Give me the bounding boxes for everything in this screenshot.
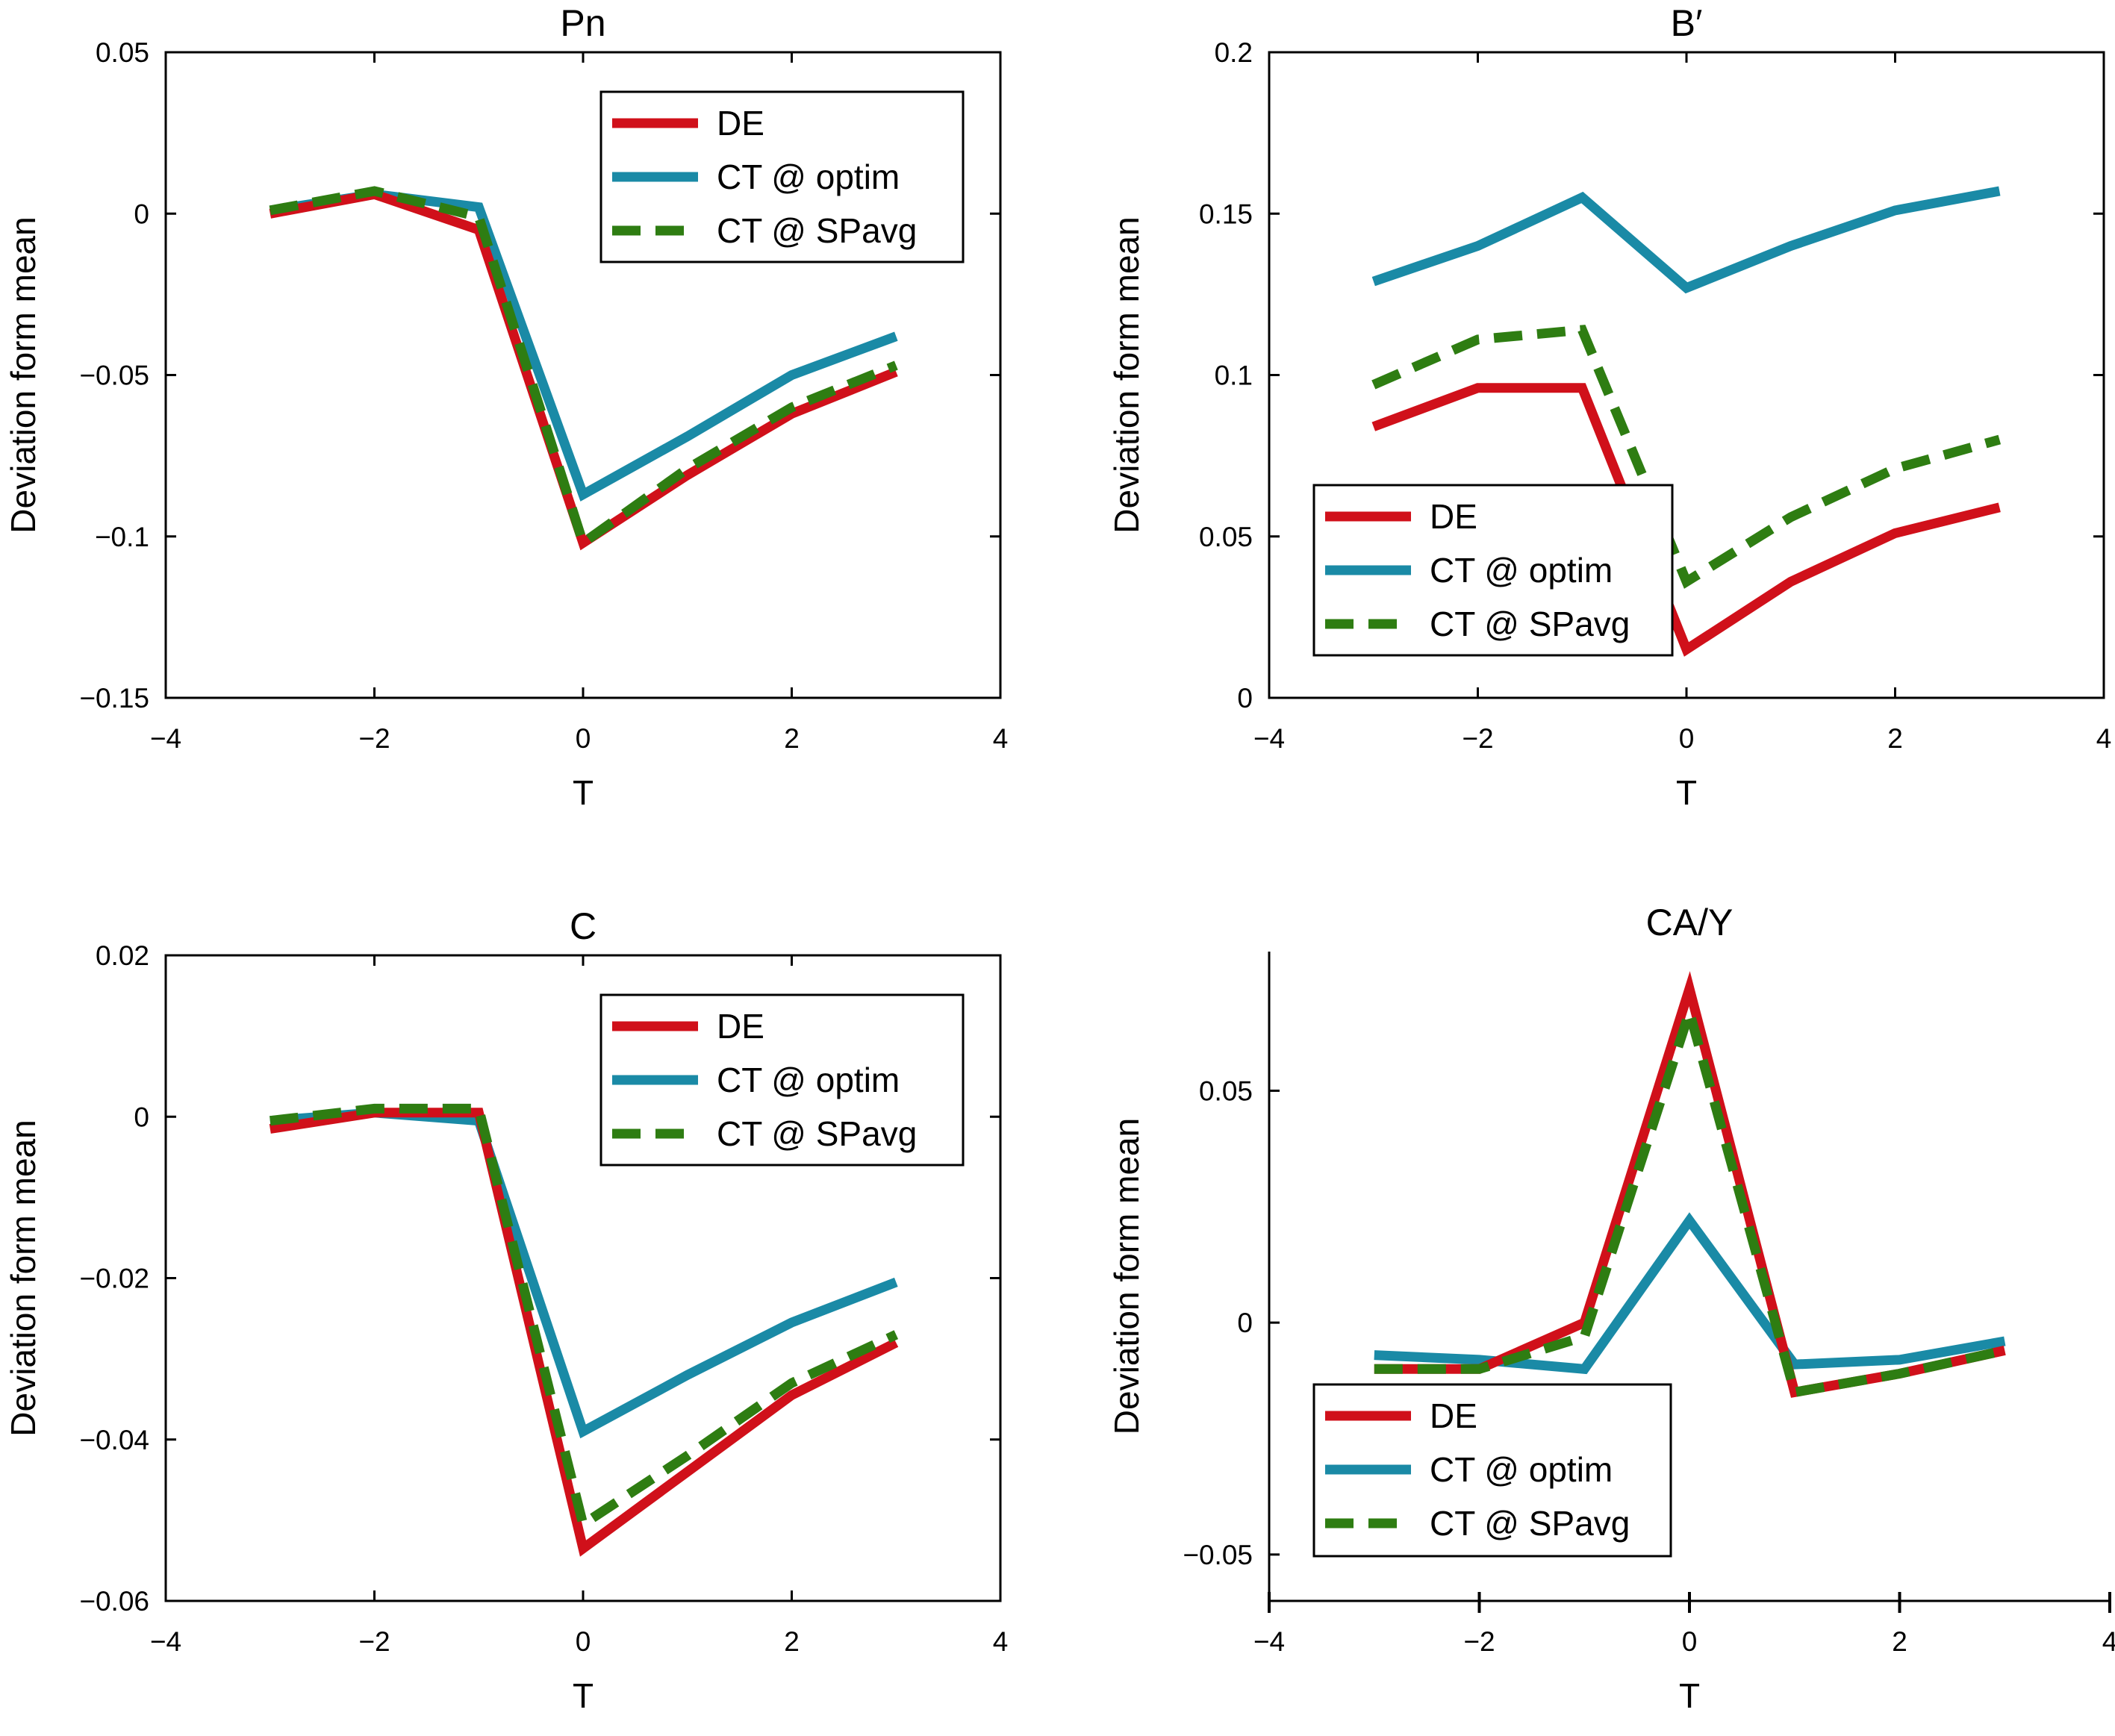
series-line-ct-spavg bbox=[269, 186, 898, 551]
x-tick-label: 2 bbox=[1887, 723, 1903, 754]
x-tick-label: −2 bbox=[1462, 723, 1493, 754]
y-tick-label: 0.15 bbox=[1199, 199, 1253, 229]
y-tick-label: −0.15 bbox=[79, 683, 149, 714]
y-tick-label: 0.2 bbox=[1215, 37, 1253, 68]
legend-label: CT @ SPavg bbox=[1430, 605, 1630, 643]
series-line-ct-optim bbox=[1374, 1212, 2006, 1375]
y-axis-label: Deviation form mean bbox=[1107, 216, 1146, 533]
x-tick-label: 4 bbox=[993, 723, 1009, 754]
x-tick-label: 0 bbox=[576, 1626, 591, 1657]
x-tick-label: 2 bbox=[1892, 1626, 1907, 1657]
chart-title: Pn bbox=[560, 2, 605, 44]
chart-panel: Pn −4 −2 0 2 4 −0.15 −0.1 −0.05 0 0.05 T Deviation f… bbox=[4, 2, 1008, 812]
chart-title: B′ bbox=[1671, 2, 1703, 44]
legend-label: CT @ SPavg bbox=[1430, 1504, 1630, 1543]
y-tick-label: −0.1 bbox=[95, 522, 149, 552]
legend: DE CT @ optim CT @ SPavg bbox=[1312, 484, 1674, 657]
chart-title: C bbox=[570, 905, 597, 947]
chart-panel: CA/Y −4 −2 0 2 4 −0.05 0 0.05 T Deviation form mea… bbox=[1107, 902, 2115, 1715]
legend: DE CT @ optim CT @ SPavg bbox=[1312, 1383, 1672, 1558]
y-tick-label: 0.05 bbox=[1199, 1075, 1253, 1106]
y-tick-label: 0.05 bbox=[1199, 522, 1253, 552]
x-tick-label: 0 bbox=[1682, 1626, 1698, 1657]
series-line-ct-spavg bbox=[270, 1103, 899, 1532]
legend-label: DE bbox=[717, 1007, 764, 1046]
x-axis-label: T bbox=[573, 773, 594, 812]
y-axis-label: Deviation form mean bbox=[4, 216, 43, 533]
x-tick-label: 4 bbox=[2096, 723, 2112, 754]
legend-label: CT @ optim bbox=[1430, 551, 1613, 590]
legend-label: DE bbox=[717, 104, 764, 143]
legend: DE CT @ optim CT @ SPavg bbox=[599, 90, 965, 263]
y-axis-label: Deviation form mean bbox=[4, 1120, 43, 1436]
legend-label: CT @ SPavg bbox=[717, 1114, 917, 1153]
series-line-de bbox=[1374, 971, 2006, 1398]
y-tick-label: −0.05 bbox=[1183, 1540, 1253, 1570]
y-tick-label: 0 bbox=[1237, 683, 1253, 714]
legend-label: CT @ optim bbox=[717, 157, 900, 196]
legend-label: DE bbox=[1430, 497, 1477, 536]
x-tick-label: 2 bbox=[784, 1626, 800, 1657]
x-tick-label: −4 bbox=[150, 1626, 181, 1657]
x-tick-label: 4 bbox=[2102, 1626, 2115, 1657]
legend-label: DE bbox=[1430, 1396, 1477, 1435]
y-tick-label: 0 bbox=[134, 1102, 149, 1132]
legend-label: CT @ optim bbox=[717, 1061, 900, 1099]
y-tick-label: 0.05 bbox=[96, 37, 149, 68]
series-line-ct-spavg bbox=[1374, 995, 2006, 1398]
y-tick-label: −0.06 bbox=[79, 1586, 149, 1617]
x-tick-label: −2 bbox=[358, 723, 390, 754]
chart-title: CA/Y bbox=[1646, 902, 1734, 943]
legend: DE CT @ optim CT @ SPavg bbox=[599, 993, 965, 1167]
x-tick-label: −4 bbox=[150, 723, 181, 754]
x-tick-label: −2 bbox=[358, 1626, 390, 1657]
x-tick-label: 0 bbox=[1679, 723, 1695, 754]
y-tick-label: 0.1 bbox=[1215, 360, 1253, 391]
x-axis-label: T bbox=[1676, 773, 1697, 812]
x-tick-label: 0 bbox=[576, 723, 591, 754]
x-tick-label: 2 bbox=[784, 723, 800, 754]
y-tick-label: −0.04 bbox=[79, 1425, 149, 1455]
x-tick-label: 4 bbox=[993, 1626, 1009, 1657]
y-tick-label: 0 bbox=[134, 199, 149, 229]
y-tick-label: −0.02 bbox=[79, 1264, 149, 1294]
chart-panel: B′ −4 −2 0 2 4 0 0.05 0.1 0.15 0.2 T Deviation form … bbox=[1107, 2, 2111, 812]
series-line-ct-spavg bbox=[1371, 325, 2002, 589]
x-tick-label: −4 bbox=[1253, 1626, 1285, 1657]
x-axis-label: T bbox=[573, 1676, 594, 1715]
legend-label: CT @ optim bbox=[1430, 1450, 1613, 1489]
series-line-de bbox=[269, 1108, 899, 1557]
y-tick-label: −0.05 bbox=[79, 360, 149, 391]
chart-panel: C −4 −2 0 2 4 −0.06 −0.04 −0.02 0 0.02 T Deviation f… bbox=[4, 905, 1008, 1715]
series-line-ct-optim bbox=[1371, 186, 2001, 294]
series-line-de bbox=[1371, 383, 2001, 657]
y-tick-label: 0 bbox=[1237, 1308, 1253, 1338]
x-axis-label: T bbox=[1679, 1676, 1700, 1715]
y-axis-label: Deviation form mean bbox=[1107, 1118, 1146, 1434]
y-tick-label: 0.02 bbox=[96, 940, 149, 971]
x-tick-label: −2 bbox=[1463, 1626, 1495, 1657]
x-tick-label: −4 bbox=[1253, 723, 1285, 754]
legend-label: CT @ SPavg bbox=[717, 211, 917, 250]
